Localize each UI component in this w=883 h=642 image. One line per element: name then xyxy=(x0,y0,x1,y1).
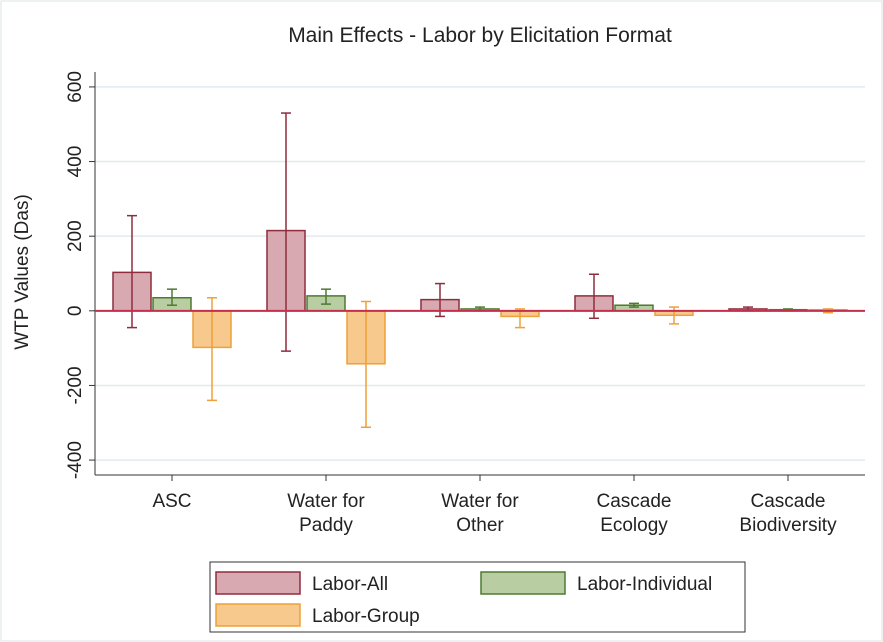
legend-swatch xyxy=(215,571,301,595)
x-tick-label: Cascade Biodiversity xyxy=(739,491,837,536)
x-tick-label: Cascade Ecology xyxy=(597,491,672,536)
x-tick-label: Water for Other xyxy=(441,491,519,536)
x-tick-label: ASC xyxy=(152,491,191,512)
y-tick-label: -400 xyxy=(65,441,86,479)
chart-title: Main Effects - Labor by Elicitation Form… xyxy=(288,24,672,47)
legend-swatch xyxy=(215,603,301,627)
y-tick-label: -200 xyxy=(65,366,86,404)
legend-label: Labor-Individual xyxy=(577,574,712,595)
y-tick-label: 200 xyxy=(65,220,86,252)
legend-label: Labor-All xyxy=(312,574,388,595)
y-tick-label: 400 xyxy=(65,146,86,178)
y-axis-label: WTP Values (Das) xyxy=(12,194,33,350)
legend-label: Labor-Group xyxy=(312,606,420,627)
x-tick-label: Water for Paddy xyxy=(287,491,365,536)
y-tick-label: 0 xyxy=(65,306,86,317)
y-tick-label: 600 xyxy=(65,71,86,103)
legend-swatch xyxy=(480,571,566,595)
